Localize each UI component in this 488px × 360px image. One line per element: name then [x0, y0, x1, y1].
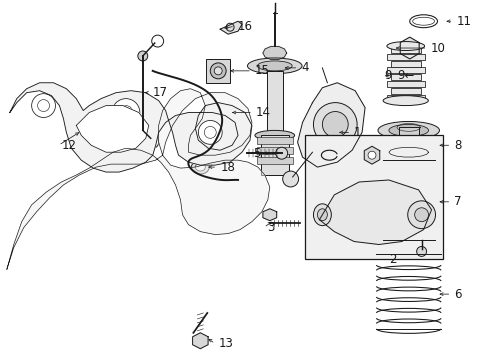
Bar	[386, 54, 424, 60]
Ellipse shape	[386, 41, 424, 50]
Ellipse shape	[191, 160, 209, 174]
Text: 4: 4	[301, 61, 308, 75]
Bar	[256, 137, 292, 144]
Ellipse shape	[388, 125, 427, 136]
Polygon shape	[76, 105, 148, 152]
Bar	[256, 147, 292, 154]
Polygon shape	[319, 180, 431, 244]
Text: 5: 5	[252, 147, 260, 160]
Bar	[390, 47, 420, 53]
Text: 9←: 9←	[396, 69, 413, 82]
Polygon shape	[263, 209, 276, 221]
Polygon shape	[10, 83, 251, 172]
Text: 2: 2	[388, 253, 396, 266]
Circle shape	[282, 171, 298, 187]
Bar	[390, 61, 420, 67]
Circle shape	[198, 121, 222, 144]
Circle shape	[416, 247, 426, 256]
Bar	[266, 71, 282, 135]
Circle shape	[407, 201, 435, 229]
Circle shape	[404, 43, 414, 53]
Text: 13: 13	[218, 337, 233, 350]
Polygon shape	[220, 21, 242, 34]
Text: 1: 1	[353, 126, 361, 139]
Bar	[304, 135, 443, 260]
Ellipse shape	[257, 61, 291, 71]
Text: 16: 16	[238, 20, 252, 33]
Circle shape	[138, 51, 147, 61]
Bar	[206, 59, 230, 83]
Text: 14: 14	[255, 106, 270, 119]
Circle shape	[275, 147, 287, 159]
Ellipse shape	[313, 204, 331, 226]
Polygon shape	[364, 146, 379, 164]
Text: 18: 18	[220, 161, 235, 174]
Circle shape	[112, 99, 140, 126]
Bar	[386, 81, 424, 87]
Ellipse shape	[390, 145, 425, 155]
Circle shape	[32, 94, 55, 117]
Bar	[260, 135, 288, 175]
Bar	[390, 88, 420, 94]
Bar	[256, 157, 292, 164]
Bar	[398, 127, 418, 152]
Text: 3: 3	[266, 221, 274, 234]
Polygon shape	[263, 46, 286, 60]
Bar	[386, 95, 424, 100]
Circle shape	[322, 112, 347, 137]
Polygon shape	[7, 89, 269, 269]
Ellipse shape	[377, 121, 439, 139]
Bar	[390, 74, 420, 80]
Text: 10: 10	[429, 41, 445, 54]
Text: 7: 7	[453, 195, 461, 208]
Polygon shape	[192, 333, 208, 349]
Polygon shape	[297, 83, 365, 167]
Text: 17: 17	[152, 86, 167, 99]
Text: 11: 11	[455, 15, 470, 28]
Circle shape	[210, 63, 225, 79]
Bar	[386, 67, 424, 73]
Polygon shape	[400, 37, 418, 59]
Circle shape	[313, 103, 356, 146]
Text: 15: 15	[254, 64, 269, 77]
Ellipse shape	[247, 58, 302, 74]
Circle shape	[414, 208, 427, 222]
Ellipse shape	[317, 209, 326, 221]
Ellipse shape	[382, 96, 427, 105]
Text: 6: 6	[453, 288, 461, 301]
Text: 9: 9	[384, 69, 391, 82]
Ellipse shape	[195, 163, 205, 171]
Circle shape	[214, 67, 222, 75]
Text: 8: 8	[453, 139, 461, 152]
Text: 12: 12	[61, 139, 76, 152]
Ellipse shape	[254, 130, 294, 140]
Circle shape	[367, 151, 375, 159]
Circle shape	[138, 125, 147, 135]
